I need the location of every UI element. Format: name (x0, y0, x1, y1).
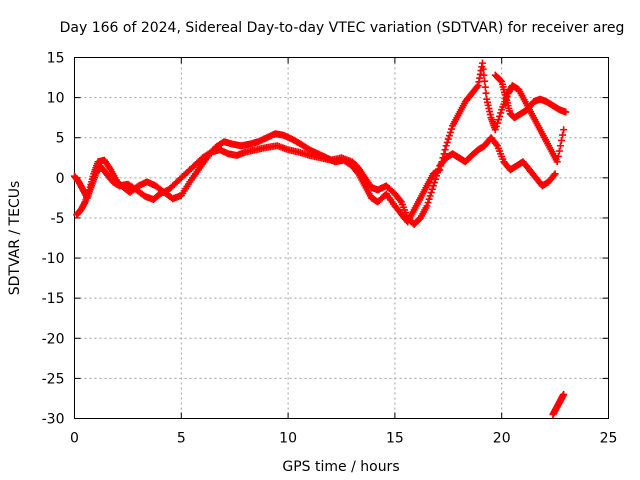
data-point (497, 109, 505, 117)
data-point (427, 189, 435, 197)
data-point (428, 185, 436, 193)
y-tick-label: -30 (42, 412, 65, 428)
data-point (439, 154, 447, 162)
series-track-c (491, 71, 570, 122)
data-point (426, 192, 434, 200)
y-tick-label: 10 (47, 91, 65, 107)
data-point (448, 125, 456, 133)
x-axis-label: GPS time / hours (282, 459, 399, 475)
y-tick-label: -10 (42, 251, 65, 267)
y-tick-label: -20 (42, 331, 65, 347)
data-point (554, 152, 562, 160)
x-tick-label: 15 (386, 431, 404, 447)
data-point (425, 195, 433, 203)
data-point (478, 59, 486, 67)
chart-title: Day 166 of 2024, Sidereal Day-to-day VTE… (60, 20, 625, 36)
data-point (558, 136, 566, 144)
data-point (492, 140, 500, 148)
data-point (560, 126, 568, 134)
data-point (396, 197, 404, 205)
data-point (479, 65, 487, 73)
data-point (492, 122, 500, 130)
grid (74, 57, 609, 419)
data-point (550, 171, 558, 179)
data-point (482, 89, 490, 97)
data-point (480, 71, 488, 79)
plot-frame (74, 57, 609, 419)
data-point (497, 76, 505, 84)
data-point (440, 150, 448, 158)
data-point (445, 132, 453, 140)
data-point (429, 182, 437, 190)
y-tick-label: 0 (56, 171, 65, 187)
axis-ticks: 0 5 10 15 20 25 -30 -25 -20 -15 -10 -5 0 5 10 15 (42, 51, 618, 447)
data-point (555, 147, 563, 155)
series-track-b (73, 59, 568, 226)
data-point (444, 135, 452, 143)
y-axis-label: SDTVAR / TECUs (7, 181, 23, 296)
series-track-d (549, 390, 568, 418)
data-point (437, 162, 445, 170)
y-tick-label: -25 (42, 371, 65, 387)
data-point (553, 158, 561, 166)
data-point (441, 146, 449, 154)
y-tick-label: 5 (56, 131, 65, 147)
data-point (473, 83, 481, 91)
data-point (443, 138, 451, 146)
data-point (493, 119, 501, 127)
data-point (424, 199, 432, 207)
data-point (446, 128, 454, 136)
data-point (423, 202, 431, 210)
y-tick-label: -15 (42, 291, 65, 307)
data-point (560, 390, 568, 398)
y-tick-label: -5 (51, 211, 65, 227)
data-point (438, 158, 446, 166)
x-tick-label: 20 (493, 431, 511, 447)
x-tick-label: 5 (177, 431, 186, 447)
x-tick-label: 10 (279, 431, 297, 447)
data-point (494, 116, 502, 124)
data-point (496, 112, 504, 120)
data-point (436, 166, 444, 174)
y-tick-label: 15 (47, 51, 65, 67)
x-tick-label: 0 (70, 431, 79, 447)
data-point (481, 77, 489, 85)
data-point (556, 142, 564, 150)
data-point (442, 142, 450, 150)
data-point (562, 108, 570, 116)
data-point (481, 83, 489, 91)
data-points (71, 59, 570, 418)
data-point (551, 170, 559, 178)
x-tick-label: 25 (600, 431, 618, 447)
data-point (491, 126, 499, 134)
data-point (559, 131, 567, 139)
